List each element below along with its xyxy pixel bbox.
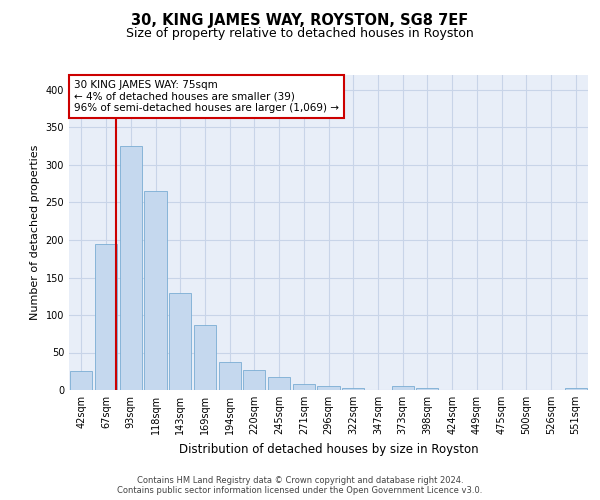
Bar (70, 371, 92, 390)
Bar (565, 388, 587, 390)
Text: Size of property relative to detached houses in Royston: Size of property relative to detached ho… (126, 28, 474, 40)
Bar (95, 244, 117, 390)
Y-axis label: Number of detached properties: Number of detached properties (30, 145, 40, 320)
Text: Contains HM Land Registry data © Crown copyright and database right 2024.
Contai: Contains HM Land Registry data © Crown c… (118, 476, 482, 495)
Bar (268, 377, 290, 390)
X-axis label: Distribution of detached houses by size in Royston: Distribution of detached houses by size … (179, 442, 478, 456)
Bar (317, 386, 340, 390)
Bar (145, 191, 167, 390)
Bar (392, 386, 414, 390)
Bar (119, 146, 142, 390)
Bar (342, 388, 364, 390)
Bar (218, 362, 241, 390)
Bar (416, 388, 439, 390)
Text: 30 KING JAMES WAY: 75sqm
← 4% of detached houses are smaller (39)
96% of semi-de: 30 KING JAMES WAY: 75sqm ← 4% of detache… (74, 80, 339, 113)
Bar (243, 370, 265, 390)
Bar (194, 325, 216, 390)
Bar (169, 292, 191, 390)
Text: 30, KING JAMES WAY, ROYSTON, SG8 7EF: 30, KING JAMES WAY, ROYSTON, SG8 7EF (131, 12, 469, 28)
Bar (293, 384, 315, 390)
